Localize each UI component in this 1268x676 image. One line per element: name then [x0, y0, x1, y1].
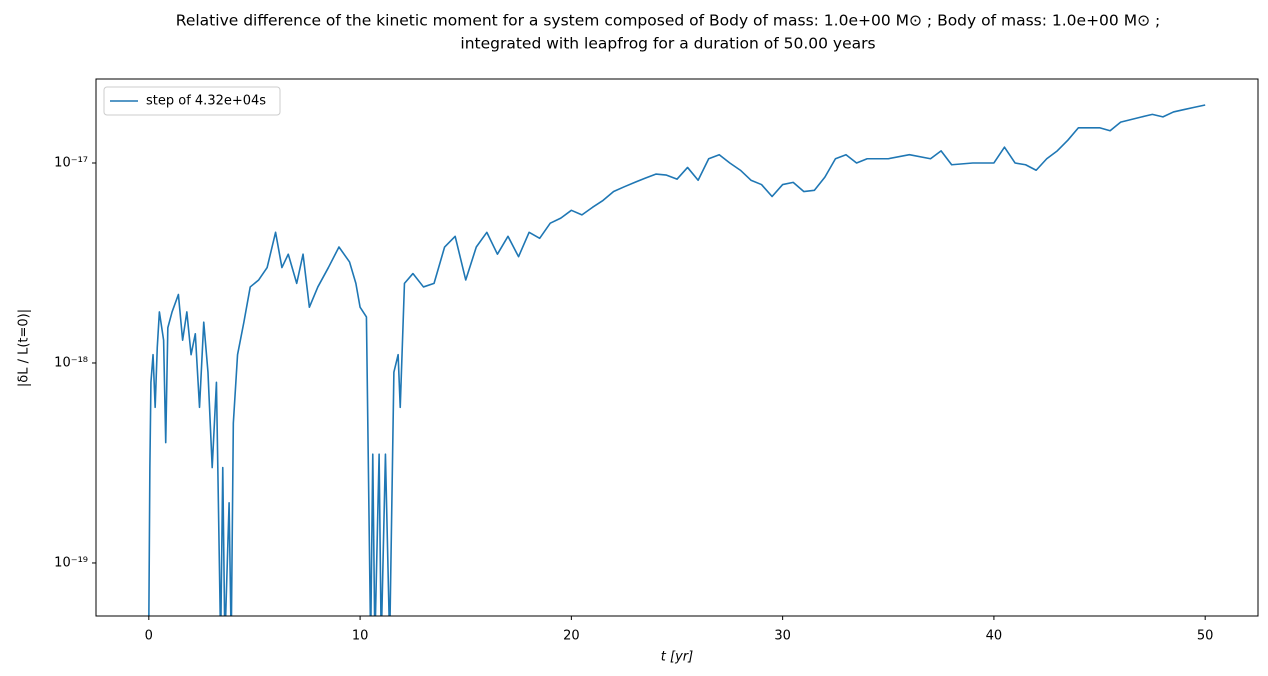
legend-label: step of 4.32e+04s — [146, 94, 266, 109]
plot-area — [148, 104, 1206, 616]
x-tick-label: 20 — [563, 629, 580, 644]
legend-box — [103, 86, 281, 116]
chart-title: integrated with leapfrog for a duration … — [460, 35, 875, 53]
x-axis-label: t [yr] — [661, 650, 693, 665]
x-tick-label: 40 — [986, 629, 1003, 644]
x-tick-label: 50 — [1197, 629, 1214, 644]
x-tick-label: 30 — [774, 629, 791, 644]
chart-title: Relative difference of the kinetic momen… — [176, 12, 1160, 30]
y-axis-label: |δL / L(t=0)| — [17, 309, 32, 387]
y-tick-label: 10⁻¹⁷ — [54, 155, 88, 170]
y-tick-label: 10⁻¹⁸ — [54, 355, 88, 370]
x-tick-label: 0 — [145, 629, 153, 644]
y-tick-label: 10⁻¹⁹ — [54, 555, 88, 570]
axes-frame — [95, 78, 1259, 617]
x-tick-label: 10 — [352, 629, 369, 644]
data-line — [148, 104, 1206, 616]
